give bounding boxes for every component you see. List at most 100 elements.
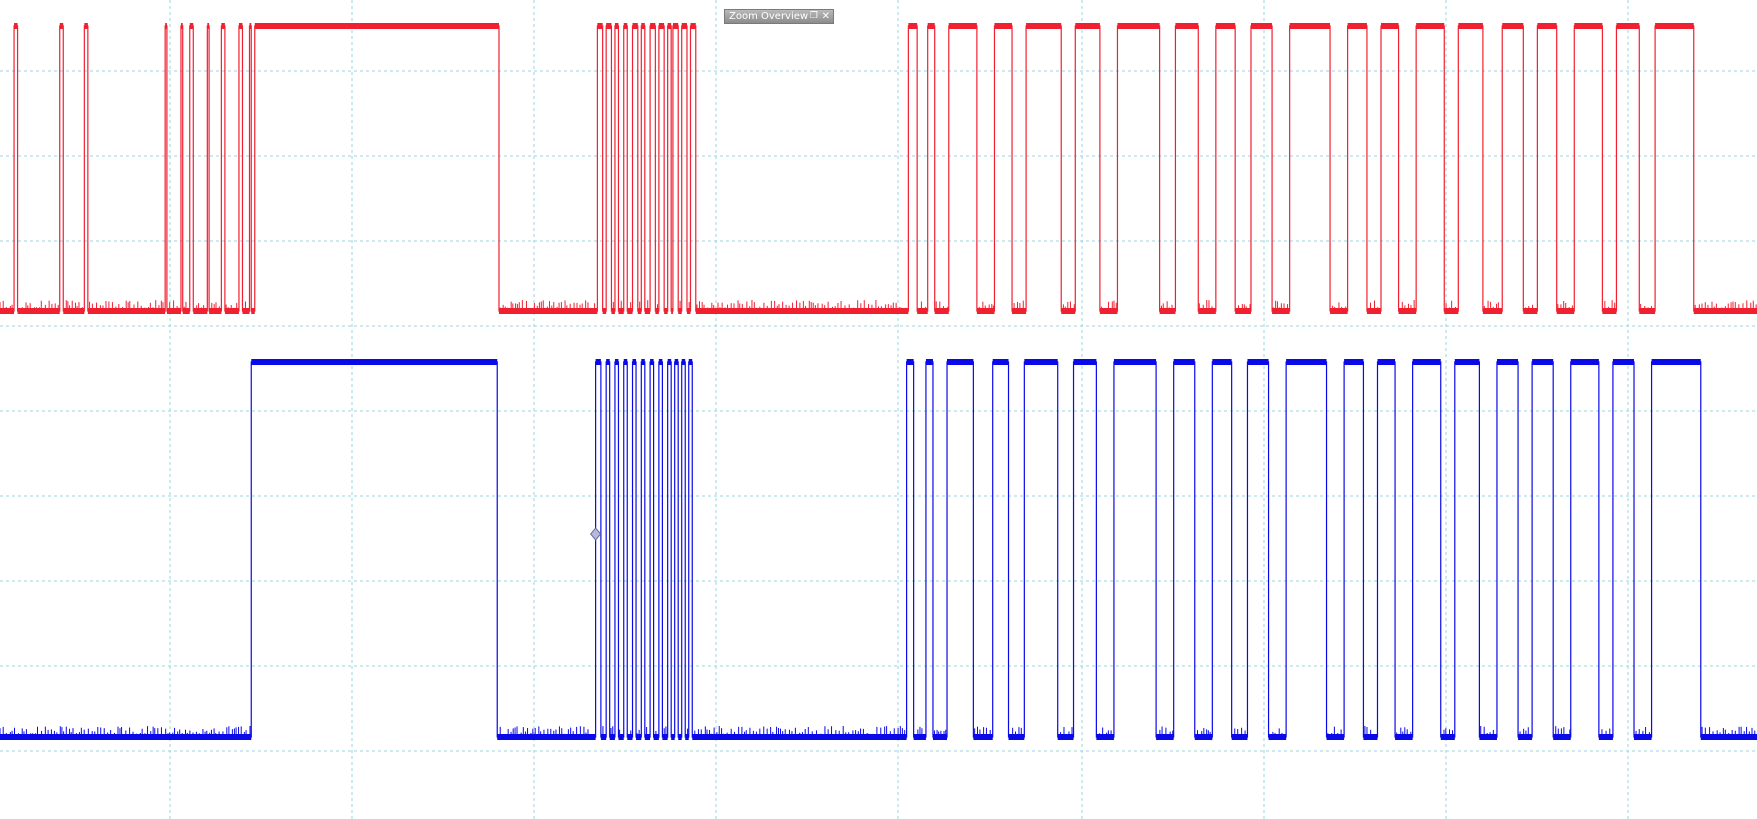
- high-level-pulse: [650, 359, 654, 365]
- high-level-pulse: [658, 359, 663, 365]
- low-level-segment: [1235, 308, 1251, 314]
- low-level-segment: [1096, 734, 1114, 740]
- high-level-pulse: [1502, 23, 1524, 29]
- high-level-pulse: [180, 23, 183, 29]
- high-level-pulse: [1616, 23, 1640, 29]
- high-level-pulse: [1075, 23, 1100, 29]
- close-icon[interactable]: ✕: [821, 11, 830, 22]
- high-level-pulse: [614, 23, 619, 29]
- high-level-pulse: [1574, 23, 1603, 29]
- high-level-pulse: [238, 23, 243, 29]
- high-level-pulse: [632, 359, 637, 365]
- trigger-marker[interactable]: [589, 527, 602, 541]
- high-level-pulse: [595, 359, 601, 365]
- low-level-segment: [1602, 308, 1617, 314]
- high-level-pulse: [1026, 23, 1062, 29]
- low-level-segment: [600, 734, 607, 740]
- high-level-pulse: [249, 23, 252, 29]
- low-level-segment: [602, 308, 607, 314]
- high-level-pulse: [658, 23, 665, 29]
- high-level-pulse: [1173, 359, 1195, 365]
- high-level-pulse: [994, 23, 1013, 29]
- high-level-pulse: [992, 359, 1009, 365]
- high-level-pulse: [632, 23, 638, 29]
- low-level-segment: [1012, 308, 1027, 314]
- low-level-segment: [1398, 308, 1417, 314]
- high-level-pulse: [1416, 23, 1445, 29]
- high-level-pulse: [1113, 359, 1157, 365]
- high-level-pulse: [606, 23, 612, 29]
- high-level-pulse: [606, 359, 610, 365]
- low-level-segment: [1479, 734, 1497, 740]
- low-level-segment: [627, 734, 633, 740]
- high-level-pulse: [1532, 359, 1554, 365]
- high-level-pulse: [1286, 359, 1327, 365]
- high-level-pulse: [1117, 23, 1160, 29]
- low-level-segment: [671, 734, 675, 740]
- high-level-pulse: [906, 359, 914, 365]
- low-level-segment: [1008, 734, 1025, 740]
- low-level-segment: [251, 308, 255, 314]
- low-level-segment: [1395, 734, 1413, 740]
- low-level-segment: [932, 734, 948, 740]
- high-level-pulse: [690, 23, 696, 29]
- low-level-segment: [662, 734, 668, 740]
- high-level-pulse: [927, 23, 935, 29]
- low-level-segment: [685, 734, 689, 740]
- low-level-segment: [1268, 734, 1287, 740]
- low-level-segment: [1326, 734, 1345, 740]
- high-level-pulse: [925, 359, 933, 365]
- low-level-segment: [1553, 734, 1571, 740]
- low-level-segment: [17, 308, 60, 314]
- marker-diamond[interactable]: [589, 527, 602, 541]
- high-level-pulse: [674, 359, 679, 365]
- low-level-segment: [1482, 308, 1503, 314]
- pop-out-icon[interactable]: ❐: [809, 11, 818, 21]
- high-level-pulse: [1247, 359, 1269, 365]
- high-level-pulse: [947, 359, 974, 365]
- high-level-pulse: [1250, 23, 1273, 29]
- high-level-pulse: [1344, 359, 1364, 365]
- high-level-pulse: [1537, 23, 1557, 29]
- high-level-pulse: [641, 23, 645, 29]
- low-level-segment: [498, 308, 598, 314]
- high-level-pulse: [1458, 23, 1483, 29]
- noise-spikes: [0, 726, 1756, 737]
- zoom-overview-title: Zoom Overview: [729, 11, 809, 22]
- high-level-pulse: [1496, 359, 1519, 365]
- high-level-pulse: [1454, 359, 1480, 365]
- trace-edges: [0, 361, 1757, 738]
- low-level-segment: [63, 308, 85, 314]
- high-level-pulse: [1412, 359, 1441, 365]
- high-level-pulse: [1073, 359, 1097, 365]
- high-level-pulse: [1655, 23, 1694, 29]
- zoom-overview-panel[interactable]: Zoom Overview ❐ ✕: [724, 9, 834, 24]
- low-level-segment: [1518, 734, 1533, 740]
- low-level-segment: [1523, 308, 1538, 314]
- low-level-segment: [1057, 734, 1074, 740]
- low-level-segment: [209, 308, 222, 314]
- high-level-pulse: [1215, 23, 1236, 29]
- high-level-pulse: [1175, 23, 1199, 29]
- high-level-pulse: [1381, 23, 1399, 29]
- high-level-pulse: [254, 23, 499, 29]
- low-level-segment: [224, 308, 239, 314]
- low-level-segment: [0, 308, 15, 314]
- high-level-pulse: [59, 23, 64, 29]
- low-level-segment: [678, 734, 682, 740]
- high-level-pulse: [207, 23, 210, 29]
- high-level-pulse: [908, 23, 918, 29]
- low-level-segment: [193, 308, 208, 314]
- low-level-segment: [934, 308, 949, 314]
- low-level-segment: [1156, 734, 1174, 740]
- high-level-pulse: [189, 23, 194, 29]
- low-level-segment: [497, 734, 596, 740]
- high-level-pulse: [614, 359, 619, 365]
- high-level-pulse: [165, 23, 167, 29]
- high-level-pulse: [623, 359, 628, 365]
- low-level-segment: [627, 308, 633, 314]
- low-level-segment: [664, 308, 668, 314]
- channel-b-trace: [0, 359, 1757, 740]
